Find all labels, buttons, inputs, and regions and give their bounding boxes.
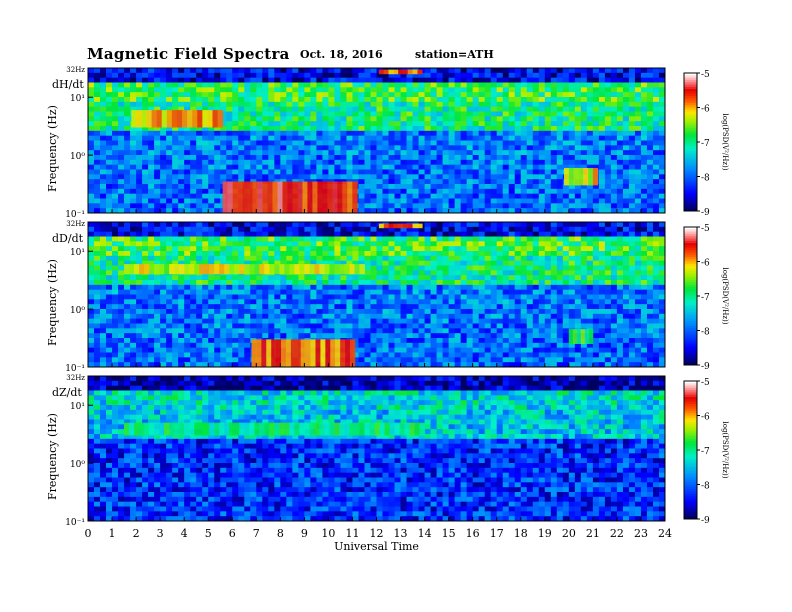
- xtick-label-19: 19: [538, 527, 552, 540]
- panel-label-2: dZ/dt: [52, 386, 82, 399]
- colorbar-tick-label-1-2: -7: [701, 293, 710, 303]
- xtick-label-2: 2: [133, 527, 140, 540]
- colorbar-tick-label-2-0: -5: [701, 378, 710, 388]
- spectral-feature-0-0: [131, 110, 224, 128]
- spectral-feature-1-2: [378, 223, 423, 229]
- colorbar-label-0: log(PSD(V²/Hz)): [721, 114, 729, 171]
- colorbar-label-2: log(PSD(V²/Hz)): [721, 422, 729, 479]
- xtick-label-24: 24: [658, 527, 672, 540]
- spectral-feature-1-0: [124, 264, 365, 275]
- figure-title: Magnetic Field Spectra: [87, 45, 290, 63]
- ytick-label-1-0: 10⁻¹: [65, 364, 85, 374]
- xlabel: Universal Time: [334, 540, 419, 553]
- ytick-label-0-2: 10¹: [70, 94, 85, 104]
- ylabel-2: Frequency (Hz): [46, 413, 59, 500]
- xtick-label-1: 1: [109, 527, 116, 540]
- spectral-feature-1-3: [568, 329, 594, 344]
- xtick-label-21: 21: [586, 527, 600, 540]
- colorbar-tick-label-0-3: -8: [701, 174, 710, 184]
- xtick-label-4: 4: [181, 527, 188, 540]
- colorbar-2: -5 -6 -7 -8 -9 log(PSD(V²/Hz)): [683, 378, 729, 526]
- panel-label-0: dH/dt: [52, 78, 84, 91]
- ytick-label-1-2: 10¹: [70, 248, 85, 258]
- colorbar-tick-label-1-4: -9: [701, 362, 710, 372]
- colorbar-tick-label-2-1: -6: [701, 413, 710, 423]
- xtick-label-10: 10: [321, 527, 335, 540]
- xtick-label-8: 8: [277, 527, 284, 540]
- spectral-feature-1-1: [251, 339, 356, 367]
- ytick-label-0-0: 10⁻¹: [65, 210, 85, 220]
- colorbar-tick-label-1-1: -6: [701, 259, 710, 269]
- colorbar-tick-label-0-2: -7: [701, 139, 710, 149]
- ytick-label-1-1: 10⁰: [70, 306, 85, 316]
- spectral-feature-0-1: [222, 181, 358, 213]
- xtick-label-0: 0: [85, 527, 92, 540]
- colorbar-label-1: log(PSD(V²/Hz)): [721, 268, 729, 325]
- colorbar-tick-label-0-1: -6: [701, 105, 710, 115]
- ytick-label-2-2: 10¹: [70, 402, 85, 412]
- xtick-label-20: 20: [562, 527, 576, 540]
- xtick-label-13: 13: [394, 527, 408, 540]
- ytick-label-1-3: 32Hz: [66, 220, 85, 228]
- colorbar-tick-label-2-3: -8: [701, 482, 710, 492]
- colorbar-tick-label-1-3: -8: [701, 328, 710, 338]
- xtick-label-15: 15: [442, 527, 456, 540]
- spectral-feature-2-0: [124, 422, 425, 436]
- colorbar-tick-label-0-0: -5: [701, 70, 710, 80]
- ytick-label-2-1: 10⁰: [70, 460, 85, 470]
- xtick-label-14: 14: [418, 527, 432, 540]
- xtick-label-17: 17: [490, 527, 504, 540]
- panel-label-1: dD/dt: [52, 232, 84, 245]
- xtick-label-7: 7: [253, 527, 260, 540]
- xtick-label-3: 3: [157, 527, 164, 540]
- xtick-label-9: 9: [301, 527, 308, 540]
- station-label: station=ATH: [415, 48, 494, 61]
- ytick-label-2-0: 10⁻¹: [65, 518, 85, 528]
- colorbar-tick-label-2-4: -9: [701, 516, 710, 526]
- xtick-label-18: 18: [514, 527, 528, 540]
- ytick-label-2-3: 32Hz: [66, 374, 85, 382]
- xtick-label-23: 23: [634, 527, 648, 540]
- xtick-label-11: 11: [345, 527, 359, 540]
- colorbar-1: -5 -6 -7 -8 -9 log(PSD(V²/Hz)): [683, 224, 729, 372]
- spectral-feature-0-3: [564, 167, 599, 186]
- xtick-label-12: 12: [370, 527, 384, 540]
- colorbar-tick-label-1-0: -5: [701, 224, 710, 234]
- colorbar-0: -5 -6 -7 -8 -9 log(PSD(V²/Hz)): [683, 70, 729, 218]
- ytick-label-0-1: 10⁰: [70, 152, 85, 162]
- xtick-label-6: 6: [229, 527, 236, 540]
- xtick-label-16: 16: [466, 527, 480, 540]
- ylabel-1: Frequency (Hz): [46, 259, 59, 346]
- ytick-label-0-3: 32Hz: [66, 66, 85, 74]
- ylabel-0: Frequency (Hz): [46, 105, 59, 192]
- xtick-label-5: 5: [205, 527, 212, 540]
- xtick-label-22: 22: [610, 527, 624, 540]
- date-label: Oct. 18, 2016: [300, 48, 383, 61]
- colorbar-tick-label-2-2: -7: [701, 447, 710, 457]
- colorbar-tick-label-0-4: -9: [701, 208, 710, 218]
- spectral-feature-0-2: [378, 69, 423, 75]
